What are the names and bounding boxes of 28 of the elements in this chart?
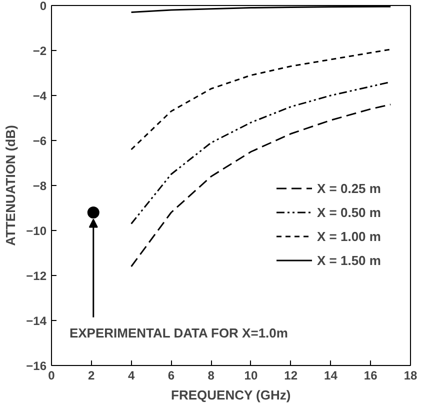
annotation: EXPERIMENTAL DATA FOR X=1.0m: [69, 326, 288, 341]
legend-label: X = 1.50 m: [317, 252, 381, 268]
x-tick-label: 0: [48, 368, 56, 382]
line-series: [130, 104, 392, 268]
x-tick-label: 14: [324, 368, 338, 382]
x-axis-title: FREQUENCY (GHz): [171, 388, 291, 402]
x-tick-label: 8: [208, 368, 215, 382]
x-tick-label: 2: [88, 368, 96, 382]
y-tick-label: −4: [32, 89, 47, 103]
x-tick-label: 6: [168, 368, 175, 382]
y-tick-label: −14: [26, 314, 47, 328]
y-axis-title: ATTENUATION (dB): [3, 125, 18, 246]
x-tick-label: 18: [404, 368, 418, 382]
legend-label: X = 0.25 m: [317, 180, 381, 196]
legend-label: X = 1.00 m: [317, 228, 381, 244]
y-tick-label: −8: [32, 179, 47, 193]
y-tick-label: −2: [32, 44, 47, 58]
y-tick-label: −10: [26, 224, 47, 238]
y-tick-label: −6: [32, 134, 47, 148]
x-tick-label: 10: [244, 368, 258, 382]
x-tick-label: 12: [284, 368, 298, 382]
y-tick-label: −12: [26, 269, 47, 283]
x-tick-label: 4: [128, 368, 135, 382]
legend-label: X = 0.50 m: [317, 204, 381, 220]
y-tick-label: 0: [40, 0, 47, 13]
line-series: [130, 48, 392, 150]
x-tick-label: 16: [364, 368, 378, 382]
y-tick-label: −16: [26, 359, 47, 373]
